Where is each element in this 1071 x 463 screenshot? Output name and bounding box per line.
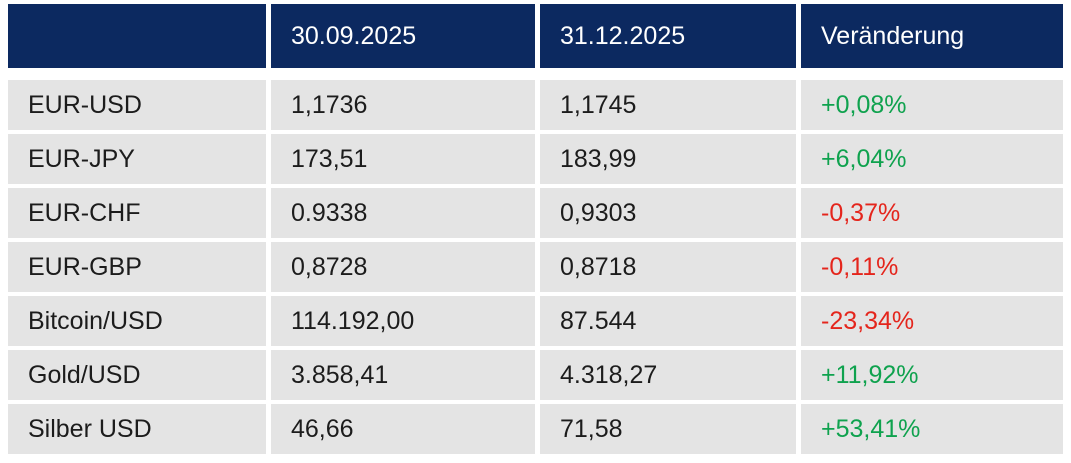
row-label: Bitcoin/USD bbox=[8, 296, 266, 346]
exchange-rates-table: 30.09.2025 31.12.2025 Veränderung EUR-US… bbox=[8, 4, 1063, 454]
header-cell-asset bbox=[8, 4, 266, 68]
value-end: 71,58 bbox=[540, 404, 796, 454]
value-start: 0.9338 bbox=[271, 188, 535, 238]
value-end: 0,9303 bbox=[540, 188, 796, 238]
value-start: 3.858,41 bbox=[271, 350, 535, 400]
header-cell-change: Veränderung bbox=[801, 4, 1063, 68]
table-row: EUR-GBP 0,8728 0,8718 -0,11% bbox=[8, 242, 1063, 292]
value-end: 1,1745 bbox=[540, 80, 796, 130]
change-value: +6,04% bbox=[801, 134, 1063, 184]
change-value: +11,92% bbox=[801, 350, 1063, 400]
table-body: EUR-USD 1,1736 1,1745 +0,08% EUR-JPY 173… bbox=[8, 80, 1063, 454]
value-end: 183,99 bbox=[540, 134, 796, 184]
change-value: -0,11% bbox=[801, 242, 1063, 292]
change-value: +53,41% bbox=[801, 404, 1063, 454]
table-row: Bitcoin/USD 114.192,00 87.544 -23,34% bbox=[8, 296, 1063, 346]
value-start: 173,51 bbox=[271, 134, 535, 184]
header-cell-date-start: 30.09.2025 bbox=[271, 4, 535, 68]
table-header-row: 30.09.2025 31.12.2025 Veränderung bbox=[8, 4, 1063, 68]
value-start: 1,1736 bbox=[271, 80, 535, 130]
header-cell-date-end: 31.12.2025 bbox=[540, 4, 796, 68]
value-end: 4.318,27 bbox=[540, 350, 796, 400]
row-label: EUR-CHF bbox=[8, 188, 266, 238]
change-value: +0,08% bbox=[801, 80, 1063, 130]
value-start: 0,8728 bbox=[271, 242, 535, 292]
change-value: -23,34% bbox=[801, 296, 1063, 346]
row-label: Gold/USD bbox=[8, 350, 266, 400]
table-row: EUR-JPY 173,51 183,99 +6,04% bbox=[8, 134, 1063, 184]
row-label: EUR-JPY bbox=[8, 134, 266, 184]
row-label: EUR-USD bbox=[8, 80, 266, 130]
row-label: Silber USD bbox=[8, 404, 266, 454]
change-value: -0,37% bbox=[801, 188, 1063, 238]
table-row: EUR-USD 1,1736 1,1745 +0,08% bbox=[8, 80, 1063, 130]
value-start: 114.192,00 bbox=[271, 296, 535, 346]
row-label: EUR-GBP bbox=[8, 242, 266, 292]
value-end: 87.544 bbox=[540, 296, 796, 346]
table-row: EUR-CHF 0.9338 0,9303 -0,37% bbox=[8, 188, 1063, 238]
table-row: Silber USD 46,66 71,58 +53,41% bbox=[8, 404, 1063, 454]
table-row: Gold/USD 3.858,41 4.318,27 +11,92% bbox=[8, 350, 1063, 400]
value-end: 0,8718 bbox=[540, 242, 796, 292]
value-start: 46,66 bbox=[271, 404, 535, 454]
